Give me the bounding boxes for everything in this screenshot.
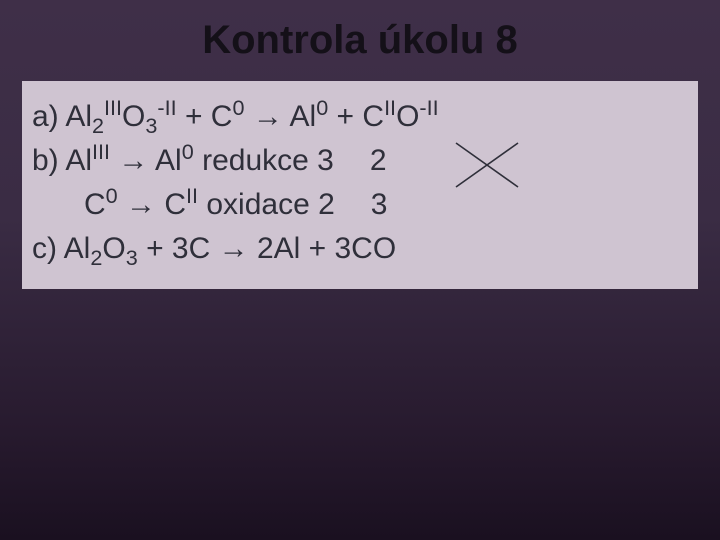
content-panel: a) Al2IIIO3-II + C0 → Al0 + CIIO-II b) A… (22, 81, 698, 289)
line-c: c) Al2O3 + 3C → 2Al + 3CO (32, 227, 688, 271)
slide-title: Kontrola úkolu 8 (0, 0, 720, 81)
line-b1: b) AlIII → Al0 redukce 32 (32, 139, 688, 183)
line-a: a) Al2IIIO3-II + C0 → Al0 + CIIO-II (32, 95, 688, 139)
line-b2: C0 → CII oxidace 23 (32, 183, 688, 227)
